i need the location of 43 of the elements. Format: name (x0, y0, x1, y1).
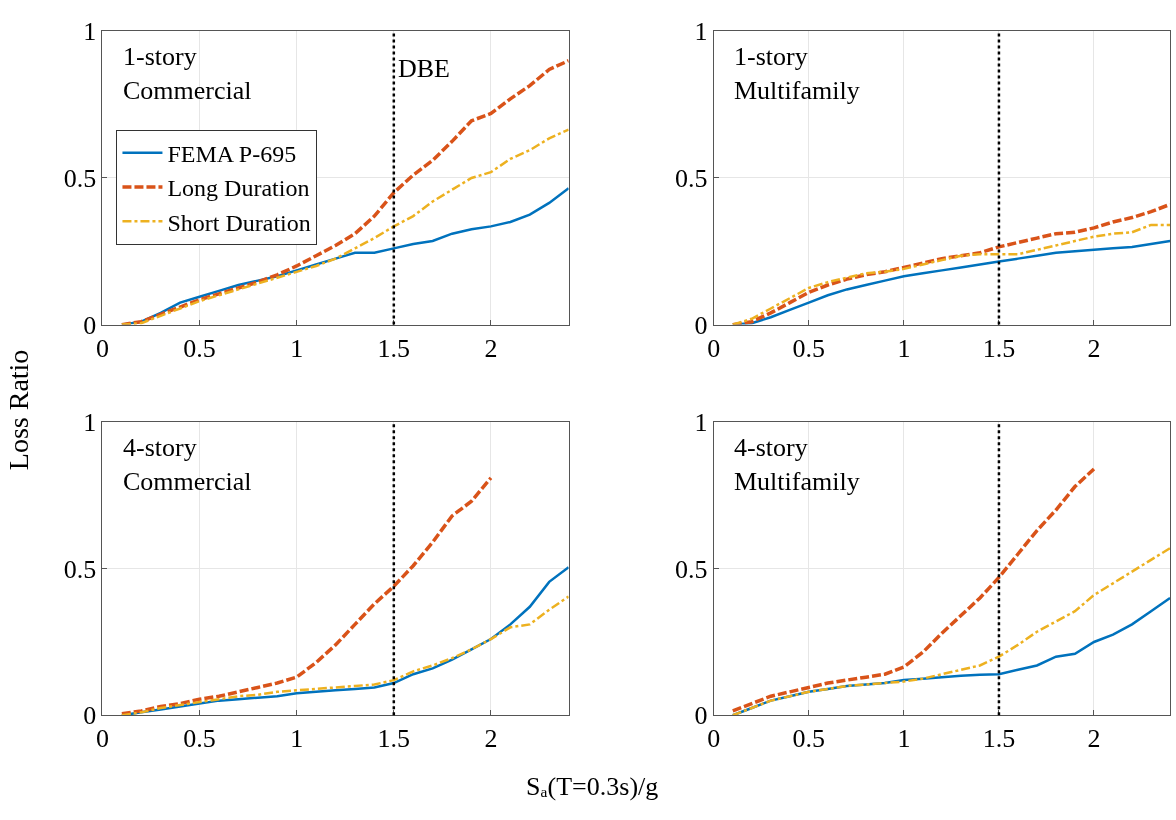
x-tick-label: 2 (1087, 724, 1101, 754)
x-tick-label: 0.5 (792, 724, 826, 754)
y-tick-label: 0.5 (675, 554, 708, 584)
x-tick-label: 0.5 (183, 724, 216, 754)
y-tick-label: 0 (83, 701, 97, 731)
x-tick-label: 1 (897, 724, 911, 754)
x-tick-label: 2 (1087, 333, 1101, 363)
text: 4-story Multifamily (734, 433, 860, 496)
line-series (120, 128, 569, 325)
line-series (120, 595, 569, 716)
text: 1-story Commercial (123, 42, 252, 105)
y-axis-title: Loss Ratio (3, 349, 35, 471)
legend-label: Short Duration (167, 209, 311, 236)
y-tick-label: 0.5 (675, 164, 708, 194)
x-tick-label: 1 (897, 333, 911, 363)
y-tick-label: 1 (694, 408, 708, 438)
line-series (731, 467, 1096, 713)
x-tick-label: 0.5 (183, 333, 216, 363)
x-tick-label: 1 (290, 724, 304, 754)
x-tick-label: 2 (484, 333, 498, 363)
line-series (731, 223, 1171, 325)
text: 4-story Commercial (123, 433, 252, 496)
y-tick-label: 1 (83, 17, 97, 47)
legend-label: Long Duration (167, 175, 310, 202)
y-tick-label: 0 (83, 310, 97, 340)
y-tick-label: 0.5 (63, 554, 97, 584)
line-series (731, 546, 1171, 716)
legend-label: FEMA P-695 (167, 141, 297, 168)
x-tick-label: 1.5 (982, 724, 1016, 754)
x-tick-label: 1 (290, 333, 304, 363)
ref-line-label: DBE (398, 54, 450, 83)
x-axis-title: Sₐ(T=0.3s)/g (526, 772, 659, 801)
y-tick-label: 1 (694, 17, 708, 47)
y-tick-label: 1 (83, 408, 97, 438)
y-tick-label: 0 (694, 701, 708, 731)
x-tick-label: 2 (484, 724, 498, 754)
x-tick-label: 0.5 (792, 333, 826, 363)
text: 1-story Multifamily (734, 42, 860, 105)
x-tick-label: 1.5 (377, 333, 411, 363)
x-tick-label: 1.5 (377, 724, 411, 754)
x-tick-label: 1.5 (982, 333, 1016, 363)
y-tick-label: 0.5 (63, 164, 97, 194)
y-tick-label: 0 (694, 310, 708, 340)
